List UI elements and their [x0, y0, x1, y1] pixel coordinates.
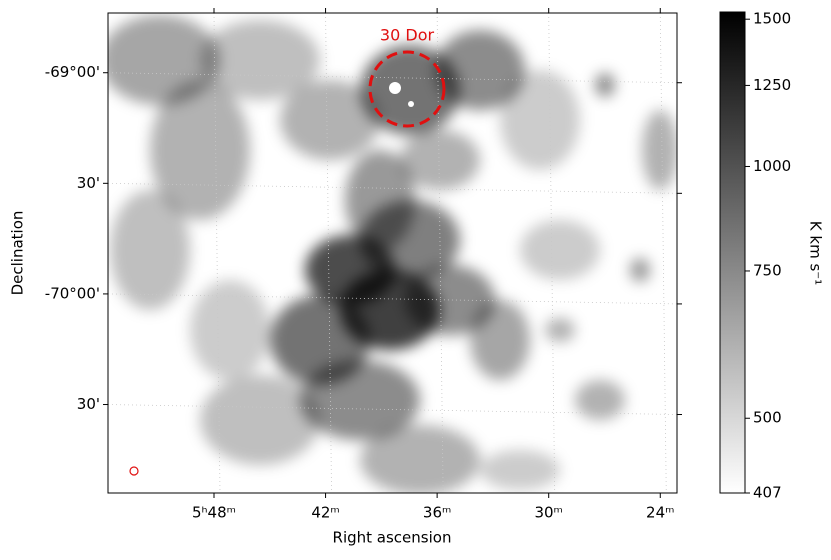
colorbar	[719, 11, 746, 494]
annotation-circle	[368, 50, 446, 128]
x-axis-label: Right ascension	[333, 529, 452, 547]
grid-line	[107, 293, 678, 305]
colorbar-tick-label: 407	[753, 484, 782, 502]
beam	[129, 466, 139, 476]
colorbar-tick-label: 1500	[753, 10, 791, 28]
grid-line	[325, 12, 332, 494]
grid-line	[107, 182, 678, 194]
grid-line	[436, 12, 444, 494]
colorbar-tick-label: 1250	[753, 76, 791, 94]
plot-frame	[107, 12, 678, 494]
colorbar-tick-label: 750	[753, 261, 782, 279]
grid-line	[107, 72, 678, 84]
emission-map	[108, 13, 677, 493]
grid-line	[548, 12, 556, 494]
y-tick-label: -69°00'	[45, 63, 100, 81]
x-tick-label: 36ᵐ	[423, 504, 451, 522]
grid-line	[107, 404, 678, 415]
y-tick-label: -70°00'	[45, 284, 100, 302]
annotation: 30 Dor	[380, 26, 435, 45]
colorbar-label: K km s⁻¹	[807, 221, 825, 285]
x-tick-label: 5ʰ48ᵐ	[192, 504, 236, 522]
colorbar-tick-label: 1000	[753, 157, 791, 175]
y-axis-label: Declination	[9, 211, 27, 296]
x-tick-label: 30ᵐ	[534, 504, 562, 522]
grid-line	[659, 12, 667, 494]
y-tick-label: 30'	[77, 174, 100, 192]
y-tick-label: 30'	[77, 395, 100, 413]
x-tick-label: 42ᵐ	[311, 504, 339, 522]
grid-line	[213, 12, 221, 494]
colorbar-tick-label: 500	[753, 409, 782, 427]
x-tick-label: 24ᵐ	[646, 504, 674, 522]
